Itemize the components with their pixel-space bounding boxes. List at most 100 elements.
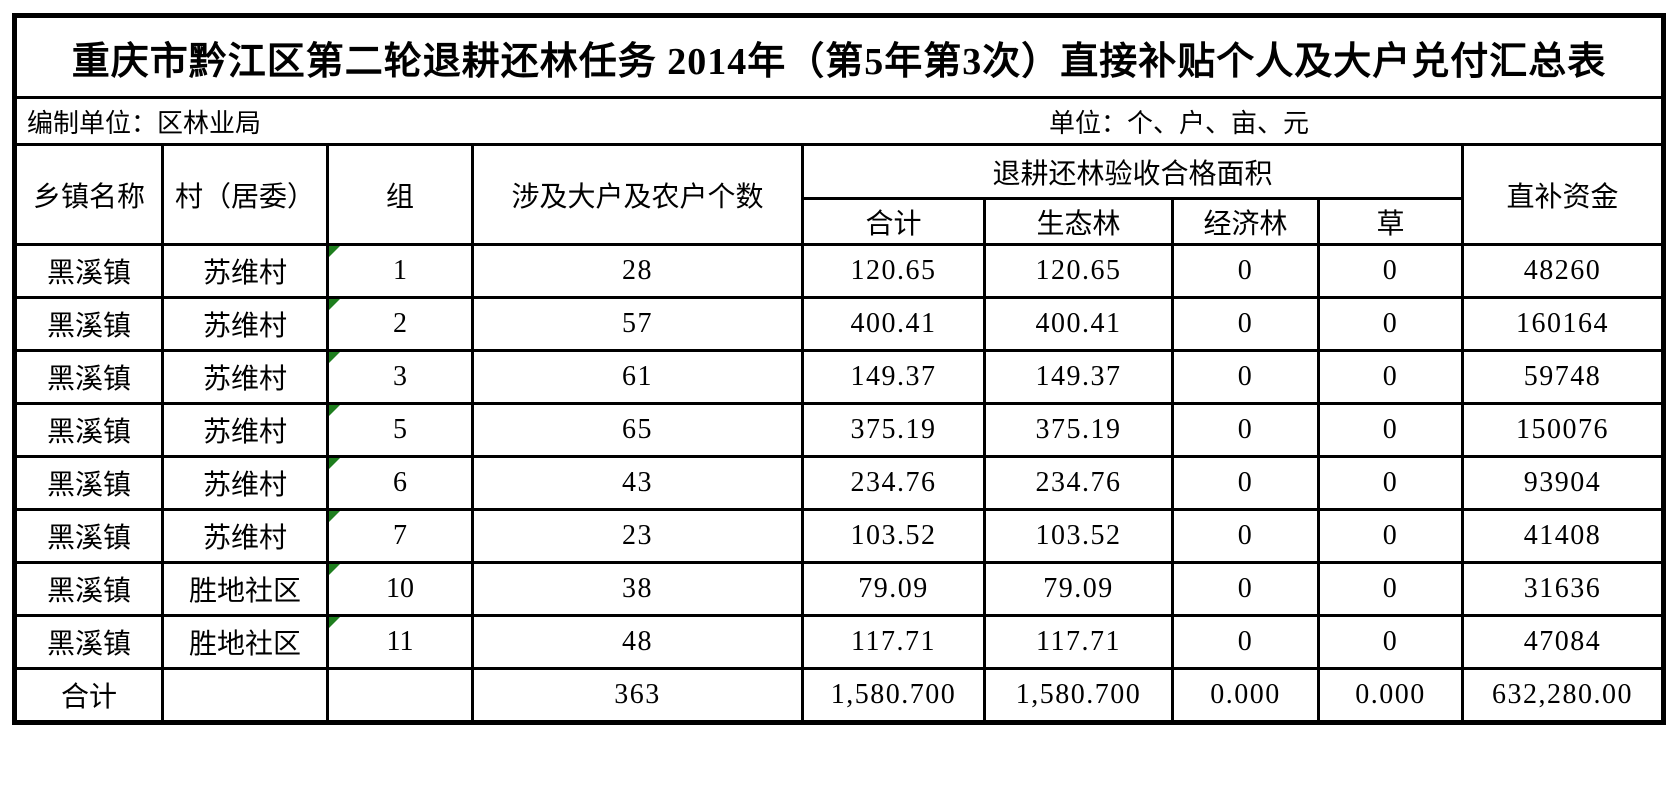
cell-grass: 0: [1317, 614, 1464, 670]
table-row: 黑溪镇 胜地社区 11 48 117.71 117.71 0 0 47084: [13, 614, 1666, 670]
cell-eco: 117.71: [983, 614, 1174, 670]
cell-econ: 0: [1171, 614, 1320, 670]
cell-eco: 103.52: [983, 508, 1174, 564]
col-header-village: 村（居委）: [161, 143, 329, 246]
cell-village: 胜地社区: [161, 614, 329, 670]
cell-count: 28: [471, 243, 804, 299]
cell-town: 黑溪镇: [13, 243, 164, 299]
cell-village: 苏维村: [161, 508, 329, 564]
cell-village: 苏维村: [161, 296, 329, 352]
cell-subsidy: 150076: [1460, 402, 1666, 458]
cell-subtotal: 117.71: [801, 614, 986, 670]
cell-grass: 0: [1317, 349, 1464, 405]
cell-count: 48: [471, 614, 804, 670]
cell-subtotal: 234.76: [801, 455, 986, 511]
cell-econ: 0: [1171, 349, 1320, 405]
cell-group-value: 2: [393, 308, 407, 339]
total-subtotal: 1,580.700: [801, 667, 986, 724]
cell-subtotal: 103.52: [801, 508, 986, 564]
total-village: [161, 667, 329, 724]
cell-group-value: 5: [393, 414, 407, 445]
cell-village: 苏维村: [161, 243, 329, 299]
total-count: 363: [471, 667, 804, 724]
cell-group-value: 11: [386, 626, 414, 657]
cell-econ: 0: [1171, 508, 1320, 564]
total-row: 合计 363 1,580.700 1,580.700 0.000 0.000 6…: [13, 667, 1666, 724]
cell-econ: 0: [1171, 402, 1320, 458]
text-format-flag-icon: [330, 353, 340, 363]
table-row: 黑溪镇 苏维村 2 57 400.41 400.41 0 0 160164: [13, 296, 1666, 352]
cell-count: 65: [471, 402, 804, 458]
cell-subtotal: 375.19: [801, 402, 986, 458]
cell-town: 黑溪镇: [13, 402, 164, 458]
total-econ: 0.000: [1171, 667, 1320, 724]
col-header-econ: 经济林: [1171, 197, 1320, 246]
summary-table: 重庆市黔江区第二轮退耕还林任务 2014年（第5年第3次）直接补贴个人及大户兑付…: [12, 13, 1667, 725]
cell-grass: 0: [1317, 561, 1464, 617]
col-header-count: 涉及大户及农户个数: [471, 143, 804, 246]
cell-grass: 0: [1317, 402, 1464, 458]
cell-group-value: 10: [386, 573, 414, 604]
cell-subtotal: 400.41: [801, 296, 986, 352]
total-label: 合计: [13, 667, 164, 724]
prepared-by-label: 编制单位：区林业局: [27, 108, 262, 138]
cell-count: 61: [471, 349, 804, 405]
cell-subsidy: 47084: [1460, 614, 1666, 670]
text-format-flag-icon: [330, 406, 340, 416]
text-format-flag-icon: [330, 618, 340, 628]
cell-group: 7: [326, 508, 474, 564]
text-format-flag-icon: [330, 459, 340, 469]
total-group: [326, 667, 474, 724]
cell-group-value: 1: [393, 255, 407, 286]
info-row: 编制单位：区林业局 单位：个、户、亩、元: [12, 96, 1666, 146]
cell-count: 57: [471, 296, 804, 352]
text-format-flag-icon: [330, 512, 340, 522]
total-grass: 0.000: [1317, 667, 1464, 724]
cell-village: 苏维村: [161, 402, 329, 458]
col-header-subtotal: 合计: [801, 197, 986, 246]
total-subsidy: 632,280.00: [1460, 667, 1666, 724]
cell-subsidy: 93904: [1460, 455, 1666, 511]
col-header-area-group: 退耕还林验收合格面积: [801, 143, 1464, 200]
cell-grass: 0: [1317, 296, 1464, 352]
cell-eco: 149.37: [983, 349, 1174, 405]
cell-eco: 79.09: [983, 561, 1174, 617]
table-row: 黑溪镇 苏维村 6 43 234.76 234.76 0 0 93904: [13, 455, 1666, 511]
table-row: 黑溪镇 苏维村 5 65 375.19 375.19 0 0 150076: [13, 402, 1666, 458]
cell-econ: 0: [1171, 455, 1320, 511]
col-header-town: 乡镇名称: [13, 143, 164, 246]
table-title: 重庆市黔江区第二轮退耕还林任务 2014年（第5年第3次）直接补贴个人及大户兑付…: [12, 14, 1666, 99]
cell-group: 11: [326, 614, 474, 670]
cell-group: 6: [326, 455, 474, 511]
text-format-flag-icon: [330, 247, 340, 257]
cell-subtotal: 149.37: [801, 349, 986, 405]
cell-eco: 400.41: [983, 296, 1174, 352]
cell-town: 黑溪镇: [13, 508, 164, 564]
cell-econ: 0: [1171, 296, 1320, 352]
cell-grass: 0: [1317, 508, 1464, 564]
col-header-group: 组: [326, 143, 474, 246]
cell-town: 黑溪镇: [13, 296, 164, 352]
cell-subsidy: 48260: [1460, 243, 1666, 299]
cell-count: 38: [471, 561, 804, 617]
cell-group: 1: [326, 243, 474, 299]
cell-town: 黑溪镇: [13, 614, 164, 670]
cell-subtotal: 120.65: [801, 243, 986, 299]
table-row: 黑溪镇 苏维村 1 28 120.65 120.65 0 0 48260: [13, 243, 1666, 299]
table-row: 黑溪镇 苏维村 3 61 149.37 149.37 0 0 59748: [13, 349, 1666, 405]
cell-town: 黑溪镇: [13, 561, 164, 617]
col-header-eco: 生态林: [983, 197, 1174, 246]
cell-grass: 0: [1317, 455, 1464, 511]
cell-subsidy: 31636: [1460, 561, 1666, 617]
cell-subsidy: 160164: [1460, 296, 1666, 352]
cell-eco: 234.76: [983, 455, 1174, 511]
cell-group: 10: [326, 561, 474, 617]
cell-group: 2: [326, 296, 474, 352]
cell-eco: 120.65: [983, 243, 1174, 299]
cell-econ: 0: [1171, 561, 1320, 617]
cell-group: 5: [326, 402, 474, 458]
col-header-subsidy: 直补资金: [1460, 143, 1666, 246]
table-row: 黑溪镇 苏维村 7 23 103.52 103.52 0 0 41408: [13, 508, 1666, 564]
cell-count: 23: [471, 508, 804, 564]
cell-group-value: 6: [393, 467, 407, 498]
